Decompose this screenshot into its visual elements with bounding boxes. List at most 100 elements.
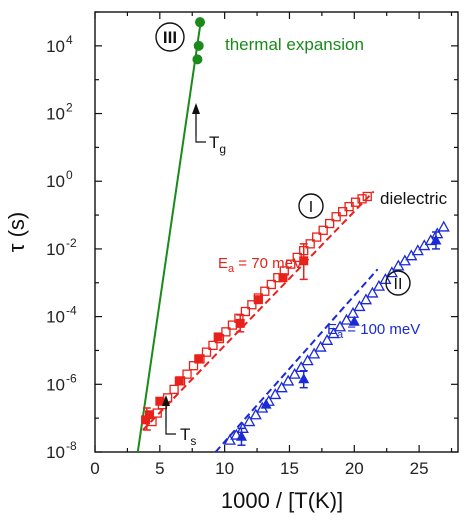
y-tick-label: 10: [46, 443, 65, 462]
point-filled-circle: [195, 17, 206, 28]
x-tick-label: 25: [410, 459, 429, 478]
point-open-triangle: [282, 374, 295, 386]
point-filled-square: [144, 410, 154, 420]
point-filled-square: [278, 273, 288, 283]
label-iii-circle: [155, 22, 185, 52]
point-open-square: [362, 191, 372, 202]
y-tick-label: 10: [46, 105, 65, 124]
point-open-triangle: [431, 227, 444, 239]
point-open-square: [266, 279, 276, 290]
point-open-square: [337, 207, 348, 217]
point-open-triangle: [275, 381, 288, 393]
y-tick-label: 10: [46, 37, 65, 56]
point-open-square: [201, 347, 212, 357]
ts-arrow: [162, 395, 176, 435]
x-tick-label: 15: [280, 459, 299, 478]
point-open-triangle: [301, 354, 314, 366]
label-i-circle: [298, 193, 324, 219]
label-ii-circle: [385, 270, 411, 296]
point-open-square: [357, 194, 367, 204]
thermal-expansion-label: thermal expansion: [225, 35, 364, 54]
plot-frame: [94, 11, 459, 453]
point-open-square: [325, 218, 335, 229]
point-filled-triangle: [260, 398, 272, 409]
point-open-triangle: [288, 367, 301, 379]
point-open-triangle: [359, 293, 373, 305]
y-tick-label: 10: [46, 308, 65, 327]
x-axis-title: 1000 / [T(K)]: [221, 488, 343, 513]
fit-lines-layer: [136, 22, 379, 453]
point-open-square: [260, 286, 270, 296]
x-tick-label: 20: [345, 459, 364, 478]
point-filled-triangle: [235, 430, 247, 441]
point-filled-circle: [192, 54, 203, 65]
point-open-square: [221, 327, 231, 337]
point-filled-square: [213, 332, 223, 342]
point-open-triangle: [366, 286, 379, 298]
point-open-square: [208, 340, 218, 351]
point-open-triangle: [353, 300, 366, 312]
point-filled-square: [235, 318, 245, 328]
y-tick-exponent: 2: [66, 101, 73, 115]
dielectric-label: dielectric: [380, 189, 448, 208]
y-tick-exponent: -4: [66, 304, 77, 318]
point-filled-square: [155, 396, 165, 406]
y-tick-label: 10: [46, 172, 65, 191]
point-open-square: [188, 361, 199, 371]
label-i: I: [309, 199, 313, 216]
point-filled-triangle: [348, 315, 360, 326]
point-open-triangle: [249, 408, 262, 420]
tg-arrow: [192, 103, 206, 143]
point-filled-triangle: [298, 373, 310, 384]
point-open-triangle: [269, 388, 282, 400]
point-open-triangle: [320, 333, 334, 345]
point-open-square: [318, 225, 328, 235]
data-points-layer: [141, 17, 450, 445]
y-tick-exponent: -6: [66, 371, 77, 385]
x-tick-label: 10: [215, 459, 234, 478]
point-open-square: [312, 232, 322, 242]
point-filled-square: [299, 256, 309, 266]
point-open-triangle: [372, 279, 386, 291]
fit-line-red: [142, 190, 375, 431]
y-tick-exponent: 0: [66, 168, 73, 182]
fit-line-blue: [214, 268, 379, 453]
point-open-square: [286, 259, 296, 269]
tg-label: Tg: [209, 133, 226, 156]
ts-label: Ts: [180, 425, 196, 448]
y-tick-exponent: -8: [66, 439, 77, 453]
point-open-square: [305, 239, 315, 249]
y-tick-label: 10: [46, 375, 65, 394]
point-open-triangle: [437, 220, 450, 232]
point-open-triangle: [243, 415, 256, 427]
point-filled-square: [141, 415, 151, 425]
point-filled-triangle: [430, 234, 442, 245]
point-open-triangle: [295, 361, 308, 373]
point-filled-square: [194, 354, 204, 364]
point-open-triangle: [230, 428, 243, 440]
y-axis-title: τ (s): [4, 212, 29, 252]
point-open-square: [299, 245, 309, 256]
point-open-triangle: [333, 320, 347, 332]
point-open-square: [331, 212, 341, 222]
y-tick-exponent: 4: [66, 33, 73, 47]
ea-70-label: Ea = 70 meV: [218, 255, 303, 275]
point-open-triangle: [346, 306, 360, 318]
point-filled-square: [253, 295, 263, 305]
point-open-triangle: [340, 313, 353, 325]
point-filled-circle: [193, 40, 204, 51]
x-tick-label: 5: [155, 459, 164, 478]
y-tick-label: 10: [46, 240, 65, 259]
ea-100-label: Ea = 100 meV: [327, 321, 420, 341]
y-tick-exponent: -2: [66, 236, 77, 250]
fit-line-green: [136, 22, 202, 453]
point-open-square: [169, 384, 179, 395]
point-open-triangle: [236, 421, 249, 433]
point-open-triangle: [307, 347, 321, 359]
point-filled-square: [174, 376, 184, 386]
point-open-square: [182, 369, 192, 379]
point-open-triangle: [314, 340, 327, 352]
point-open-square: [247, 300, 257, 310]
